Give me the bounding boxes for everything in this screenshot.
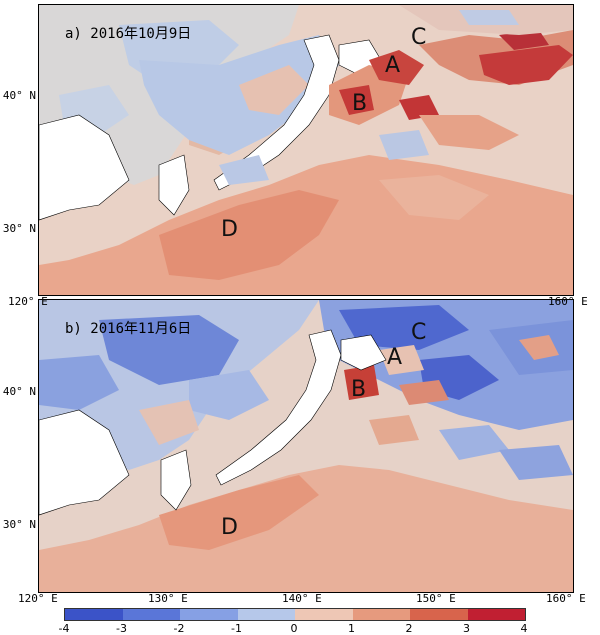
x-tick-120e-a: 120° E bbox=[8, 295, 48, 308]
x-tick-150e: 150° E bbox=[416, 592, 456, 605]
colorbar bbox=[64, 608, 526, 621]
colorbar-tick-label: 0 bbox=[290, 622, 298, 635]
panel-b-title: b) 2016年11月6日 bbox=[65, 321, 192, 337]
colorbar-tick-label: 1 bbox=[348, 622, 355, 635]
colorbar-tick-label: -3 bbox=[116, 622, 127, 635]
label-c: C bbox=[411, 320, 427, 345]
y-tick-40n-b: 40° N bbox=[2, 385, 36, 398]
x-tick-130e: 130° E bbox=[148, 592, 188, 605]
map-panel-b: b) 2016年11月6日 A B C D bbox=[38, 299, 574, 593]
x-tick-120e: 120° E bbox=[18, 592, 58, 605]
label-c: C bbox=[411, 25, 427, 50]
label-b: B bbox=[351, 377, 367, 402]
label-d: D bbox=[221, 515, 238, 540]
label-a: A bbox=[387, 345, 403, 370]
colorbar-swatch bbox=[237, 609, 295, 620]
colorbar-tick-label: 3 bbox=[463, 622, 470, 635]
map-panel-a: a) 2016年10月9日 A B C D bbox=[38, 4, 574, 296]
colorbar-tick-label: -4 bbox=[58, 622, 70, 635]
y-tick-30n-b: 30° N bbox=[2, 518, 36, 531]
colorbar-tick-label: 4 bbox=[520, 622, 528, 635]
colorbar-tick-label: 2 bbox=[405, 622, 413, 635]
colorbar-swatch bbox=[410, 609, 468, 620]
label-a: A bbox=[385, 53, 401, 78]
colorbar-tick-label: -2 bbox=[173, 622, 185, 635]
colorbar-swatch bbox=[65, 609, 123, 620]
panel-a-title: a) 2016年10月9日 bbox=[65, 26, 192, 42]
label-b: B bbox=[352, 91, 368, 116]
y-tick-30n-a: 30° N bbox=[2, 222, 36, 235]
colorbar-swatch bbox=[180, 609, 238, 620]
colorbar-swatch bbox=[467, 609, 525, 620]
x-tick-160e: 160° E bbox=[546, 592, 586, 605]
x-tick-140e: 140° E bbox=[282, 592, 322, 605]
label-d: D bbox=[221, 217, 238, 242]
sst-anomaly-map-a bbox=[39, 5, 573, 295]
colorbar-swatch bbox=[352, 609, 410, 620]
colorbar-swatch bbox=[295, 609, 353, 620]
sst-anomaly-map-b bbox=[39, 300, 573, 592]
colorbar-tick-label: -1 bbox=[231, 622, 242, 635]
x-tick-160e-a: 160° E bbox=[548, 295, 588, 308]
colorbar-swatch bbox=[122, 609, 180, 620]
y-tick-40n-a: 40° N bbox=[2, 89, 36, 102]
